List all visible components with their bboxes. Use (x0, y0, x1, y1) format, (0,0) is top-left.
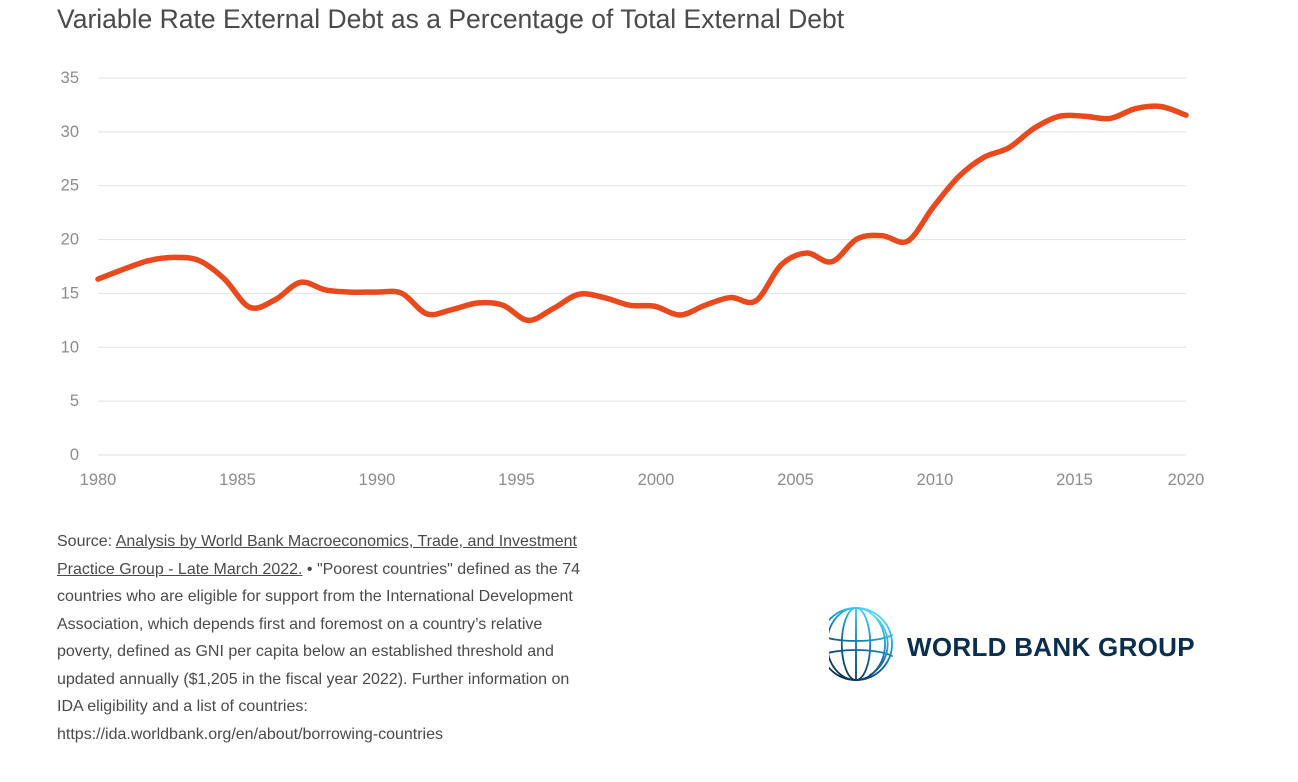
svg-text:5: 5 (70, 392, 79, 410)
svg-text:WORLD BANK GROUP: WORLD BANK GROUP (907, 632, 1195, 662)
svg-text:30: 30 (61, 123, 79, 141)
svg-text:1980: 1980 (80, 471, 117, 489)
svg-text:25: 25 (61, 177, 79, 195)
svg-text:1985: 1985 (219, 471, 256, 489)
svg-text:1990: 1990 (359, 471, 396, 489)
svg-text:20: 20 (61, 231, 79, 249)
svg-text:0: 0 (70, 446, 79, 464)
svg-text:2010: 2010 (917, 471, 954, 489)
svg-text:35: 35 (61, 69, 79, 87)
svg-text:2015: 2015 (1056, 471, 1093, 489)
svg-text:10: 10 (61, 338, 79, 356)
svg-text:2000: 2000 (638, 471, 675, 489)
svg-text:2005: 2005 (777, 471, 814, 489)
svg-text:15: 15 (61, 284, 79, 302)
svg-text:2020: 2020 (1168, 471, 1205, 489)
svg-text:1995: 1995 (498, 471, 535, 489)
